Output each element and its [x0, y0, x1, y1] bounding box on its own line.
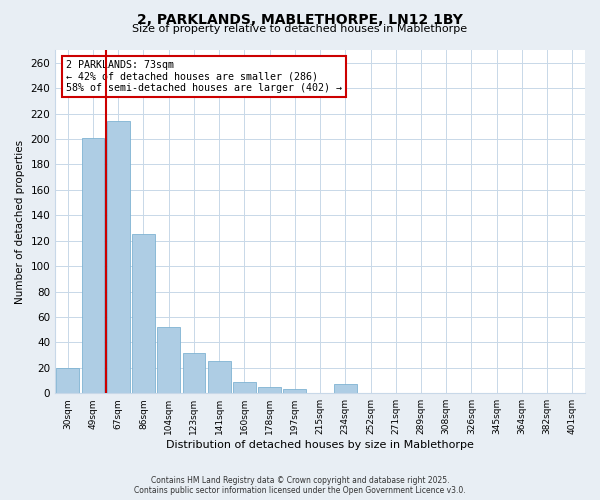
- Bar: [82, 138, 104, 393]
- Text: Contains HM Land Registry data © Crown copyright and database right 2025.
Contai: Contains HM Land Registry data © Crown c…: [134, 476, 466, 495]
- Bar: [334, 384, 356, 393]
- Bar: [157, 327, 180, 393]
- Y-axis label: Number of detached properties: Number of detached properties: [15, 140, 25, 304]
- Text: 2 PARKLANDS: 73sqm
← 42% of detached houses are smaller (286)
58% of semi-detach: 2 PARKLANDS: 73sqm ← 42% of detached hou…: [66, 60, 342, 94]
- Bar: [56, 368, 79, 393]
- Text: Size of property relative to detached houses in Mablethorpe: Size of property relative to detached ho…: [133, 24, 467, 34]
- Bar: [283, 390, 306, 393]
- X-axis label: Distribution of detached houses by size in Mablethorpe: Distribution of detached houses by size …: [166, 440, 474, 450]
- Bar: [233, 382, 256, 393]
- Bar: [107, 121, 130, 393]
- Bar: [132, 234, 155, 393]
- Bar: [182, 352, 205, 393]
- Text: 2, PARKLANDS, MABLETHORPE, LN12 1BY: 2, PARKLANDS, MABLETHORPE, LN12 1BY: [137, 12, 463, 26]
- Bar: [258, 387, 281, 393]
- Bar: [208, 362, 230, 393]
